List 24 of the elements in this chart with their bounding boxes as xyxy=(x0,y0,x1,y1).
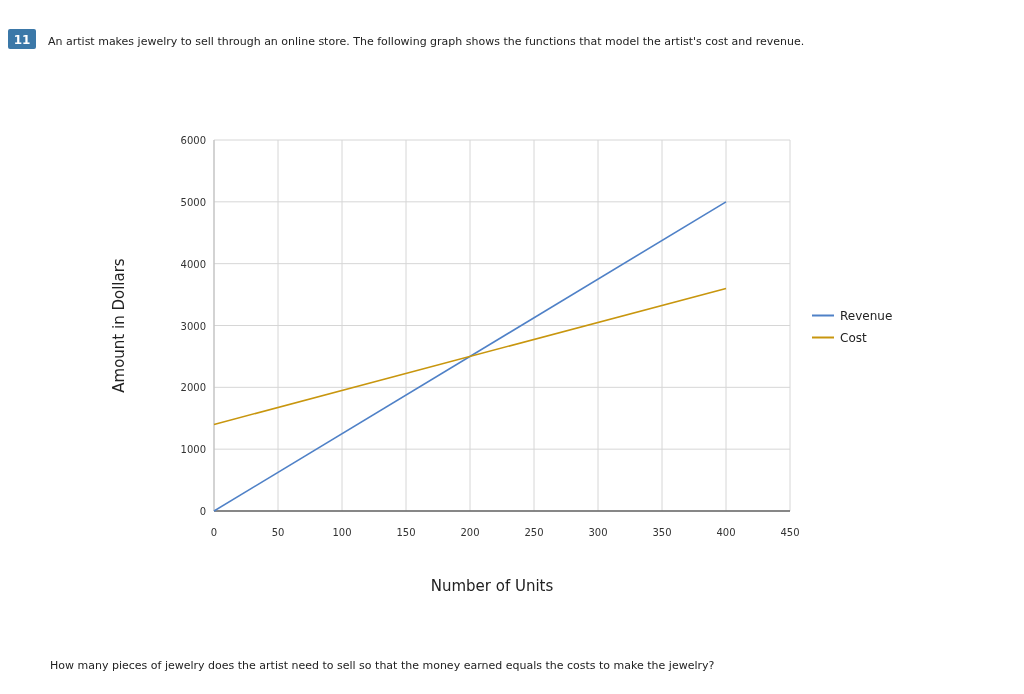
x-tick-label: 100 xyxy=(332,527,352,538)
y-tick-label: 1000 xyxy=(180,444,206,456)
x-tick-label: 450 xyxy=(780,527,800,538)
y-tick-label: 6000 xyxy=(180,135,206,146)
y-tick-label: 0 xyxy=(199,506,206,517)
y-tick-label: 2000 xyxy=(180,382,206,394)
x-tick-label: 400 xyxy=(716,527,736,538)
text: How many pieces of jewelry does the artist need to sell so that the money earned equals the costs to make the jewelry? xyxy=(50,659,715,672)
legend-label: Cost xyxy=(840,331,867,345)
y-tick-label: 3000 xyxy=(180,320,206,332)
x-tick-label: 200 xyxy=(460,527,480,538)
chart-title: An artist makes jewelry to sell through an online store. The following graph shows the functions that model the artist's cost and revenue. xyxy=(48,35,805,48)
x-tick-label: 300 xyxy=(588,527,608,538)
text: 11 xyxy=(13,32,31,47)
legend-label: Revenue xyxy=(840,309,893,323)
x-tick-label: 50 xyxy=(271,527,285,538)
x-tick-label: 250 xyxy=(524,527,544,538)
y-tick-label: 4000 xyxy=(180,258,206,270)
x-axis-title: Number of Units xyxy=(430,577,554,595)
y-axis-title: Amount in Dollars xyxy=(110,258,128,393)
y-tick-label: 5000 xyxy=(180,196,206,208)
x-tick-label: 350 xyxy=(652,527,672,538)
x-tick-label: 150 xyxy=(396,527,416,538)
x-tick-label: 0 xyxy=(210,527,218,538)
